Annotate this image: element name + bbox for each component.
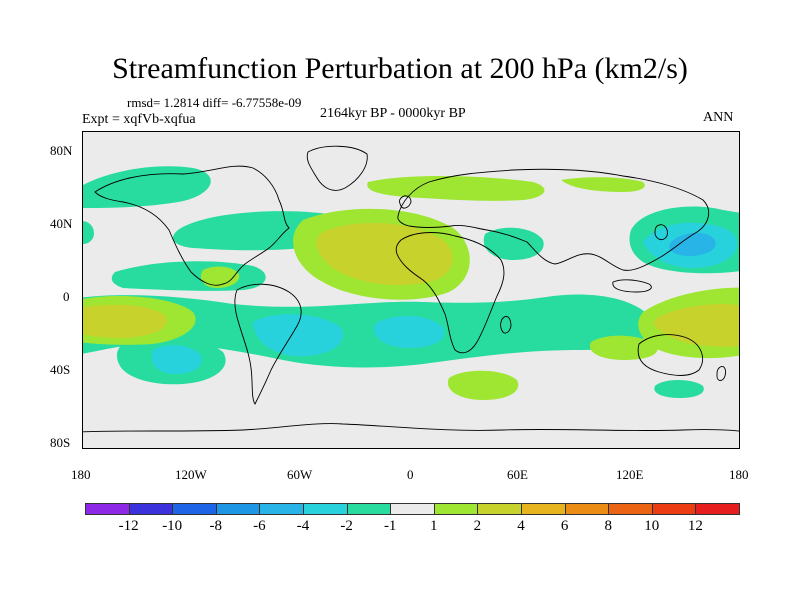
coast-madagascar	[500, 315, 512, 334]
colorbar	[85, 503, 740, 515]
colorbar-swatch	[128, 503, 174, 515]
contour-neg2-south-pacific	[151, 345, 202, 374]
colorbar-swatch	[521, 503, 566, 515]
coast-indonesia	[612, 279, 652, 293]
colorbar-label: -12	[118, 518, 139, 534]
colorbar-swatch	[608, 503, 653, 515]
colorbar-swatch	[215, 503, 261, 515]
colorbar-swatch	[477, 503, 522, 515]
lat-label-0: 0	[63, 289, 70, 304]
contour-pos-southern-africa	[447, 370, 519, 400]
colorbar-label: -8	[209, 518, 223, 534]
contour-fields	[83, 166, 739, 400]
coast-australia	[637, 334, 703, 376]
experiment-label: Expt = xqfVb-xqfua	[82, 112, 196, 127]
colorbar-label: 10	[644, 518, 660, 534]
colorbar-swatch	[172, 503, 217, 515]
coast-south-america	[234, 283, 302, 405]
contour-neg-north-pacific	[83, 166, 211, 208]
lat-label-80s: 80S	[50, 435, 71, 450]
contour-neg3-asia-pacific	[669, 232, 716, 256]
coast-greenland	[306, 145, 368, 191]
lat-label-40s: 40S	[50, 362, 71, 377]
colorbar-swatch	[346, 503, 392, 515]
stats-text: rmsd= 1.2814 diff= -6.77558e-09	[127, 95, 302, 110]
coast-japan	[654, 224, 668, 241]
contour-pos2-east-pacific	[83, 304, 167, 338]
colorbar-swatch	[651, 503, 697, 515]
colorbar-label: -1	[383, 518, 397, 534]
coast-new-zealand	[716, 365, 726, 381]
colorbar-label: 4	[517, 518, 525, 534]
lat-label-40n: 40N	[50, 216, 73, 231]
colorbar-swatch	[259, 503, 304, 515]
colorbar-swatch	[564, 503, 610, 515]
lon-label-0: 0	[407, 467, 414, 482]
colorbar-label: 12	[687, 518, 703, 534]
colorbar-swatch	[695, 503, 740, 515]
lon-label-180-left: 180	[71, 467, 91, 482]
contour-neg2-south-atlantic	[373, 316, 445, 348]
map-panel	[82, 131, 740, 449]
chart-title: Streamfunction Perturbation at 200 hPa (…	[112, 52, 688, 85]
colorbar-label: -2	[340, 518, 353, 534]
contour-pos-north-atlantic-band	[367, 176, 545, 201]
colorbar-label: 1	[430, 518, 438, 534]
colorbar-label: -10	[162, 518, 183, 534]
contour-pos-central-asia	[561, 177, 645, 192]
contour-pos-central-america	[200, 266, 240, 288]
contour-pos2-atlantic-africa	[316, 222, 453, 286]
streamfunction-map	[83, 145, 739, 433]
colorbar-swatch	[85, 503, 130, 515]
colorbar-label: -4	[296, 518, 310, 534]
coastlines	[83, 145, 739, 433]
lon-label-120e: 120E	[616, 467, 644, 482]
contour-neg-arabia	[483, 227, 544, 260]
coast-north-america	[94, 165, 290, 286]
contour-pos2-australia-pacific	[653, 304, 739, 347]
period-label: 2164kyr BP - 0000kyr BP	[320, 106, 466, 121]
colorbar-swatch	[303, 503, 348, 515]
lat-label-80n: 80N	[50, 143, 73, 158]
contour-neg-tropical-band	[83, 294, 654, 368]
lon-label-120w: 120W	[175, 467, 207, 482]
colorbar-label: 8	[604, 518, 612, 534]
lon-label-60e: 60E	[507, 467, 528, 482]
contour-neg-indian-ocean-south	[654, 380, 704, 398]
coast-antarctica	[83, 423, 739, 433]
colorbar-swatch	[390, 503, 435, 515]
contour-pos-australia-west	[589, 335, 658, 360]
colorbar-swatch	[433, 503, 479, 515]
season-label: ANN	[703, 110, 734, 125]
colorbar-label: -6	[253, 518, 266, 534]
coast-africa	[395, 232, 505, 354]
contour-neg-left-edge	[83, 221, 94, 245]
colorbar-label: 6	[560, 518, 569, 534]
colorbar-label: 2	[473, 518, 482, 534]
lon-label-180-right: 180	[729, 467, 749, 482]
contour-neg2-south-america	[253, 314, 344, 357]
coast-british-isles	[399, 195, 412, 209]
coast-eurasia	[397, 168, 710, 271]
lon-label-60w: 60W	[287, 467, 313, 482]
